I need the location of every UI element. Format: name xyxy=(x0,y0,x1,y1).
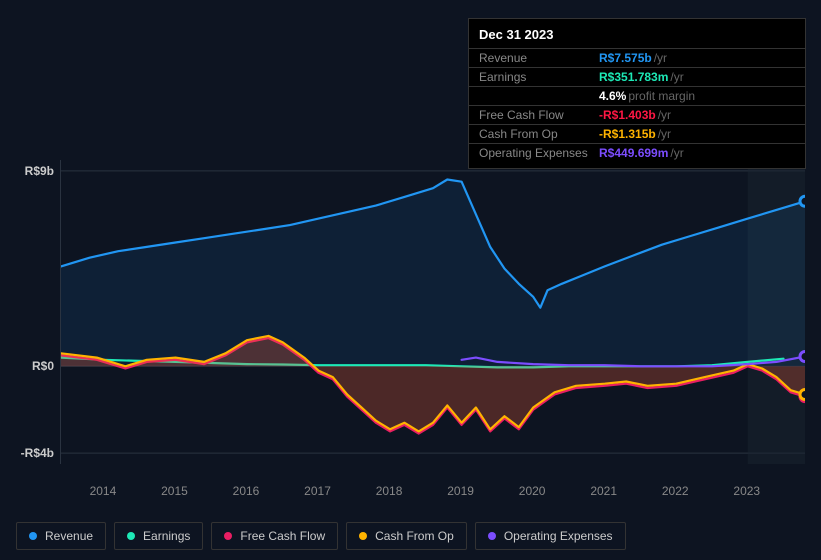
x-axis-label: 2015 xyxy=(161,484,188,498)
x-axis-label: 2020 xyxy=(519,484,546,498)
x-axis-label: 2018 xyxy=(376,484,403,498)
tooltip-label: Revenue xyxy=(479,51,599,65)
data-tooltip: Dec 31 2023 RevenueR$7.575b /yrEarningsR… xyxy=(468,18,806,169)
tooltip-suffix: /yr xyxy=(654,51,667,65)
legend-item[interactable]: Free Cash Flow xyxy=(211,522,338,550)
legend-item[interactable]: Revenue xyxy=(16,522,106,550)
tooltip-value: -R$1.315b xyxy=(599,127,656,141)
legend-dot-icon xyxy=(127,532,135,540)
chart-area[interactable]: R$9bR$0-R$4b 201420152016201720182019202… xyxy=(16,160,805,490)
legend-item[interactable]: Cash From Op xyxy=(346,522,467,550)
x-axis-label: 2023 xyxy=(733,484,760,498)
tooltip-suffix: /yr xyxy=(658,108,671,122)
tooltip-label: Free Cash Flow xyxy=(479,108,599,122)
tooltip-row: Operating ExpensesR$449.699m /yr xyxy=(469,144,805,162)
tooltip-value: R$7.575b xyxy=(599,51,652,65)
x-axis-label: 2022 xyxy=(662,484,689,498)
legend-item[interactable]: Earnings xyxy=(114,522,203,550)
tooltip-row: EarningsR$351.783m /yr xyxy=(469,68,805,87)
tooltip-row: Cash From Op-R$1.315b /yr xyxy=(469,125,805,144)
tooltip-label: Cash From Op xyxy=(479,127,599,141)
x-axis-label: 2017 xyxy=(304,484,331,498)
tooltip-suffix: /yr xyxy=(670,70,683,84)
legend-item[interactable]: Operating Expenses xyxy=(475,522,626,550)
tooltip-row: 4.6% profit margin xyxy=(469,87,805,106)
tooltip-suffix: /yr xyxy=(658,127,671,141)
x-axis-label: 2014 xyxy=(90,484,117,498)
legend: Revenue Earnings Free Cash Flow Cash From O… xyxy=(16,522,805,550)
legend-dot-icon xyxy=(359,532,367,540)
legend-label: Operating Expenses xyxy=(504,529,613,543)
tooltip-value: R$351.783m xyxy=(599,70,668,84)
x-axis-label: 2021 xyxy=(590,484,617,498)
tooltip-row: RevenueR$7.575b /yr xyxy=(469,49,805,68)
y-axis-label: R$9b xyxy=(18,164,54,178)
legend-label: Revenue xyxy=(45,529,93,543)
tooltip-label: Operating Expenses xyxy=(479,146,599,160)
legend-dot-icon xyxy=(224,532,232,540)
tooltip-suffix: /yr xyxy=(670,146,683,160)
legend-dot-icon xyxy=(29,532,37,540)
tooltip-label: Earnings xyxy=(479,70,599,84)
tooltip-value: R$449.699m xyxy=(599,146,668,160)
tooltip-value: 4.6% xyxy=(599,89,626,103)
legend-label: Cash From Op xyxy=(375,529,454,543)
tooltip-value: -R$1.403b xyxy=(599,108,656,122)
chart-svg xyxy=(61,160,805,464)
tooltip-row: Free Cash Flow-R$1.403b /yr xyxy=(469,106,805,125)
legend-label: Earnings xyxy=(143,529,190,543)
y-axis-label: -R$4b xyxy=(18,446,54,460)
y-axis-label: R$0 xyxy=(18,359,54,373)
x-axis-label: 2019 xyxy=(447,484,474,498)
legend-dot-icon xyxy=(488,532,496,540)
tooltip-date: Dec 31 2023 xyxy=(469,25,805,49)
tooltip-suffix: profit margin xyxy=(628,89,695,103)
x-axis-label: 2016 xyxy=(233,484,260,498)
legend-label: Free Cash Flow xyxy=(240,529,325,543)
